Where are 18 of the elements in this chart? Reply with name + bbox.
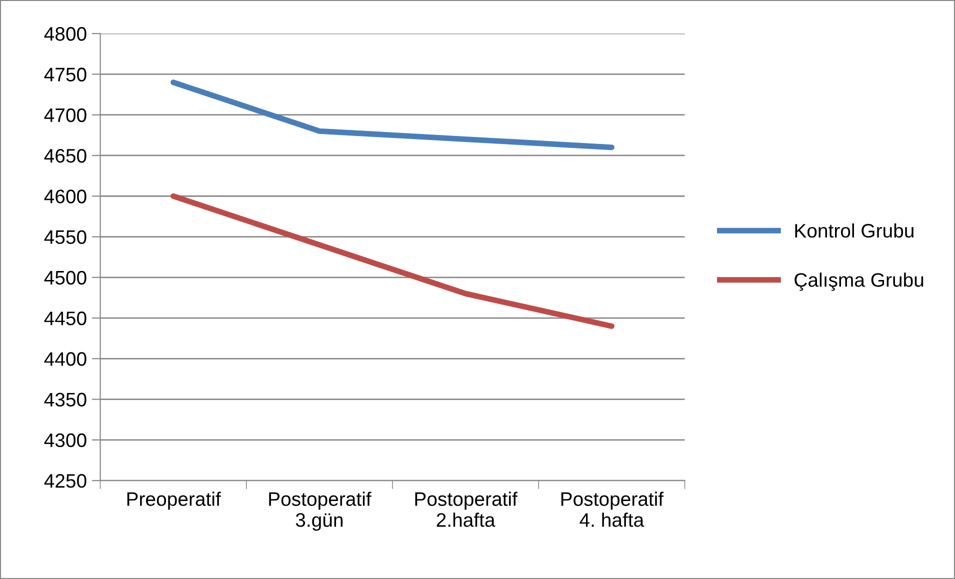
- y-tick-label: 4600: [44, 190, 86, 204]
- x-tick-label: Preoperatif: [127, 492, 221, 510]
- y-tick-label: 4650: [44, 148, 86, 163]
- y-tick-label: 4250: [44, 474, 86, 488]
- y-tick-label: 4800: [44, 27, 86, 41]
- y-tick-label: 4450: [44, 311, 86, 326]
- legend-label: Çalışma Grubu: [794, 272, 924, 291]
- x-tick-label: Postoperatif 4. hafta: [561, 492, 664, 527]
- legend-label: Kontrol Grubu: [795, 223, 914, 238]
- y-tick-label: 4350: [44, 392, 86, 407]
- x-tick-label: Postoperatif 2.hafta: [415, 492, 518, 527]
- y-tick-label: 4700: [44, 108, 86, 122]
- y-tick-label: 4500: [44, 270, 86, 285]
- y-tick-label: 4750: [44, 68, 86, 82]
- y-tick-label: 4400: [44, 352, 86, 366]
- x-tick-label: Postoperatif 3.gün: [269, 492, 372, 531]
- y-tick-label: 4300: [44, 433, 86, 448]
- y-tick-label: 4550: [44, 230, 86, 244]
